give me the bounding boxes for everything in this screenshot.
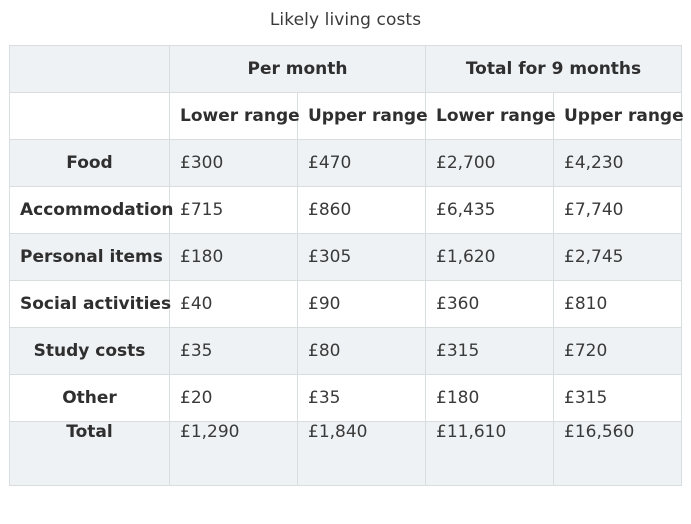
cell-total-lower: £2,700 [425,139,554,187]
table-caption: Likely living costs [269,10,422,30]
row-label-social-activities: Social activities [9,280,171,328]
cell-total-upper: £7,740 [553,186,682,234]
cell-total-upper: £16,560 [553,421,682,486]
row-label-accommodation: Accommodation [9,186,173,234]
cell-pm-upper: £35 [297,374,426,422]
cell-total-lower: £315 [425,327,554,375]
per-month-header: Per month [169,45,426,93]
cell-pm-lower: £180 [169,233,298,281]
total-9-months-header: Total for 9 months [425,45,682,93]
cell-pm-lower: £300 [169,139,298,187]
cell-total-lower: £6,435 [425,186,554,234]
row-label-study-costs: Study costs [9,327,170,375]
cell-pm-lower: £1,290 [169,421,298,486]
cell-total-upper: £2,745 [553,233,682,281]
cell-pm-lower: £715 [169,186,298,234]
cell-pm-lower: £35 [169,327,298,375]
cell-pm-lower: £20 [169,374,298,422]
cell-total-upper: £720 [553,327,682,375]
cell-pm-upper: £90 [297,280,426,328]
header-row-ranges: Lower range Upper range Lower range Uppe… [9,92,684,140]
row-label-food: Food [9,139,170,187]
table-row: Accommodation £715 £860 £6,435 £7,740 [9,186,682,234]
table-row: Other £20 £35 £180 £315 [9,374,682,422]
total-row: Total £1,290 £1,840 £11,610 £16,560 [9,421,682,486]
cell-total-lower: £180 [425,374,554,422]
cell-total-upper: £810 [553,280,682,328]
corner-cell [9,45,170,93]
total-lower-header: Lower range [425,92,556,140]
row-label-total: Total [9,421,170,486]
table-row: Social activities £40 £90 £360 £810 [9,280,682,328]
cell-total-lower: £360 [425,280,554,328]
row-label-personal-items: Personal items [9,233,170,281]
table-row: Personal items £180 £305 £1,620 £2,745 [9,233,682,281]
cell-total-lower: £1,620 [425,233,554,281]
header-row-groups: Per month Total for 9 months [9,45,682,93]
pm-lower-header: Lower range [169,92,300,140]
cell-pm-upper: £470 [297,139,426,187]
total-upper-header: Upper range [553,92,684,140]
table-row: Food £300 £470 £2,700 £4,230 [9,139,682,187]
cell-pm-upper: £860 [297,186,426,234]
cell-total-lower: £11,610 [425,421,554,486]
cell-pm-upper: £80 [297,327,426,375]
cell-pm-lower: £40 [169,280,298,328]
cell-total-upper: £4,230 [553,139,682,187]
table-row: Study costs £35 £80 £315 £720 [9,327,682,375]
cell-total-upper: £315 [553,374,682,422]
cell-pm-upper: £1,840 [297,421,426,486]
corner-cell-2 [9,92,170,140]
row-label-other: Other [9,374,170,422]
living-costs-table: Per month Total for 9 months Lower range… [9,45,684,486]
pm-upper-header: Upper range [297,92,428,140]
cell-pm-upper: £305 [297,233,426,281]
